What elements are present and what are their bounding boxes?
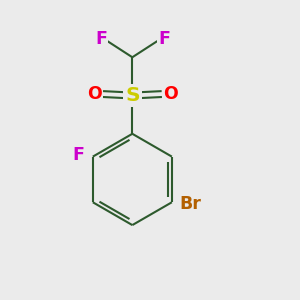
Text: Br: Br [179,195,201,213]
Text: O: O [87,85,102,103]
Text: S: S [125,86,140,105]
Text: F: F [73,146,85,164]
Text: F: F [95,30,107,48]
Text: O: O [163,85,177,103]
Text: F: F [158,30,170,48]
